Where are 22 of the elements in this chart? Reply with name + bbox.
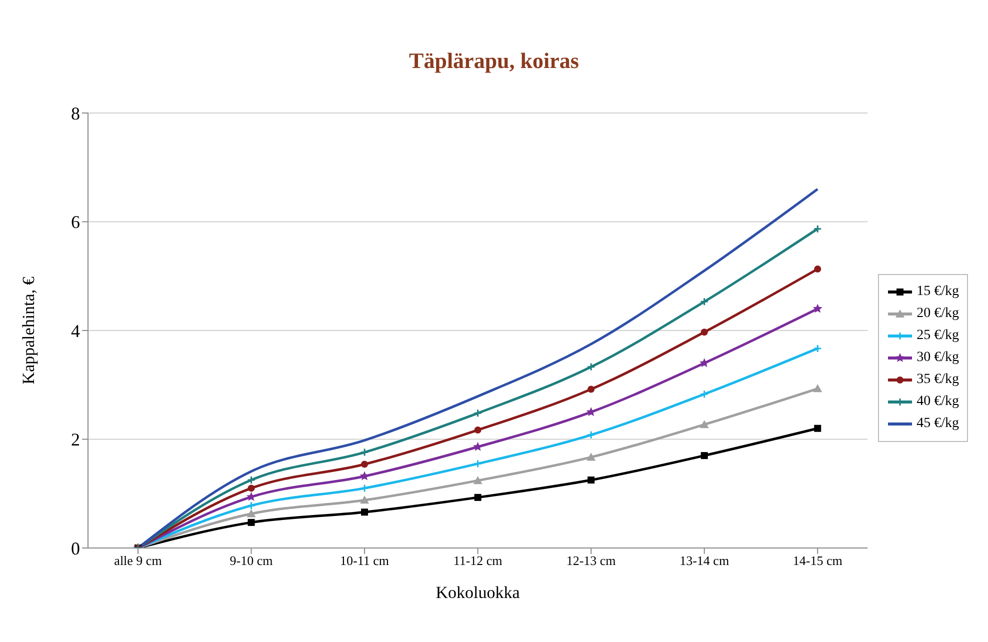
legend-label: 40 €/kg [916, 394, 959, 410]
legend-label: 30 €/kg [916, 350, 959, 366]
legend-label: 45 €/kg [916, 416, 959, 432]
x-tick-label: 11-12 cm [453, 553, 502, 568]
legend-label: 35 €/kg [916, 372, 959, 388]
y-tick-label: 8 [71, 103, 80, 124]
y-tick-label: 6 [71, 212, 80, 232]
x-tick-label: 10-11 cm [340, 553, 390, 568]
chart-title: Täplärapu, koiras [408, 47, 580, 75]
legend-label: 25 €/kg [916, 328, 959, 344]
x-tick-label: 13-14 cm [680, 553, 730, 568]
legend-label: 15 €/kg [916, 284, 959, 300]
y-tick-label: 4 [71, 320, 80, 341]
x-axis-title: Kokoluokka [436, 583, 520, 602]
x-tick-label: 12-13 cm [566, 553, 616, 568]
y-tick-label: 0 [71, 538, 80, 558]
x-tick-label: alle 9 cm [114, 553, 162, 568]
x-tick-label: 14-15 cm [792, 553, 842, 568]
legend-label: 20 €/kg [916, 306, 959, 322]
y-tick-label: 2 [71, 430, 80, 450]
x-tick-label: 9-10 cm [230, 553, 273, 568]
y-axis-title: Kappalehinta, € [19, 276, 38, 384]
